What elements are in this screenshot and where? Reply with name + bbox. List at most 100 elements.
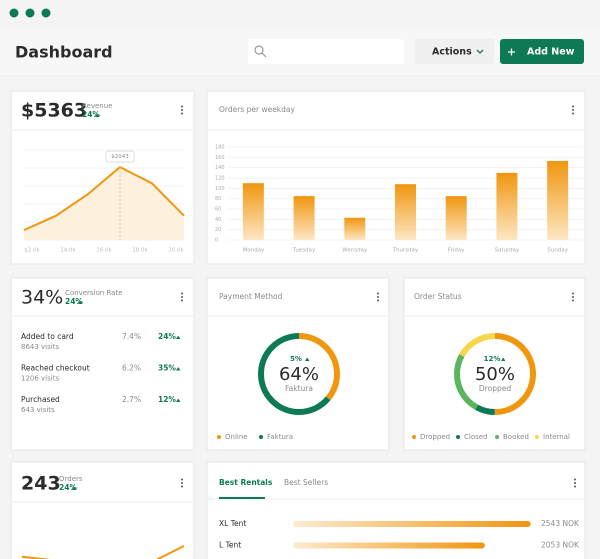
y-tick-label: 120 [215, 176, 225, 182]
x-tick-label: Thursday [392, 248, 419, 254]
up-arrow [501, 357, 506, 361]
item-name: L Tent [219, 541, 241, 550]
more-menu[interactable] [574, 478, 576, 481]
up-arrow [176, 335, 181, 339]
y-tick-label: 80 [215, 196, 221, 202]
y-tick-label: 160 [215, 155, 225, 161]
more-menu[interactable] [377, 299, 379, 302]
legend-dot [495, 435, 499, 439]
more-menu[interactable] [181, 482, 183, 484]
legend-dot [259, 435, 263, 439]
x-tick-label: 18.0k [132, 248, 148, 254]
y-tick-label: 180 [215, 145, 225, 151]
bar [496, 172, 518, 240]
row-visits: 1206 visits [21, 375, 59, 383]
up-arrow [176, 398, 181, 402]
card-title: Orders per weekday [219, 105, 296, 114]
payment-card [206, 277, 390, 451]
center-value: 50% [475, 364, 515, 385]
bar [445, 196, 467, 240]
row-change: 12% [158, 395, 176, 404]
bar [547, 160, 569, 240]
center-change: 12% [484, 355, 501, 363]
y-tick-label: 60 [215, 207, 221, 213]
tooltip [105, 150, 135, 163]
add-new-label: Add New [527, 47, 575, 58]
more-menu[interactable] [181, 478, 183, 481]
more-menu[interactable] [181, 105, 183, 108]
donut-segment [454, 333, 536, 415]
legend-label: Internal [543, 433, 570, 441]
y-tick-label: 100 [215, 186, 225, 192]
more-menu[interactable] [572, 109, 574, 111]
x-tick-label: 20.0k [168, 248, 184, 254]
up-arrow [176, 367, 181, 371]
bar [293, 196, 315, 240]
x-tick-label: Wensday [342, 248, 368, 254]
actions-button[interactable] [415, 39, 494, 64]
x-tick-label: Monday [242, 248, 264, 254]
more-menu[interactable] [572, 105, 574, 108]
more-menu[interactable] [181, 485, 183, 488]
bar-value: 2543 NOK [541, 519, 580, 528]
status-card [403, 277, 586, 451]
more-menu[interactable] [574, 482, 576, 484]
item-name: XL Tent [219, 519, 246, 528]
x-tick-label: Friday [448, 248, 465, 254]
center-label: Faktura [285, 384, 313, 393]
window-dot [9, 8, 19, 18]
kpi-change: 24% [59, 483, 77, 492]
legend-label: Closed [464, 433, 488, 441]
search-box[interactable] [248, 39, 404, 64]
more-menu[interactable] [377, 296, 379, 298]
donut-segment [258, 333, 340, 415]
more-menu[interactable] [181, 112, 183, 115]
bar [293, 521, 531, 527]
row-name: Reached checkout [21, 364, 90, 373]
kpi-label: Revenue [82, 102, 113, 110]
more-menu[interactable] [181, 109, 183, 111]
page-title: Dashboard [15, 43, 113, 62]
legend-label: Faktura [267, 433, 293, 441]
up-arrow [78, 300, 83, 304]
more-menu[interactable] [572, 296, 574, 298]
add-new-button[interactable] [500, 39, 584, 64]
tab[interactable]: Best Sellers [284, 478, 328, 487]
chevron [476, 49, 484, 54]
x-tick-label: Tuesday [292, 248, 316, 254]
row-change: 24% [158, 332, 176, 341]
bar [293, 542, 485, 549]
x-tick-label: Sunday [547, 248, 568, 254]
more-menu[interactable] [572, 299, 574, 302]
center-change: 5% [290, 355, 302, 363]
x-tick-label: $2.0k [24, 248, 40, 254]
more-menu[interactable] [181, 296, 183, 298]
area [24, 167, 184, 240]
row-rate: 7.4% [122, 332, 141, 341]
more-menu[interactable] [377, 292, 379, 295]
bar [344, 217, 366, 240]
y-tick-label: 0 [215, 238, 218, 244]
bar-value: 2053 NOK [541, 541, 580, 550]
more-menu[interactable] [572, 112, 574, 115]
kpi-label: Orders [59, 475, 83, 483]
row-change: 35% [158, 364, 176, 373]
window-bar [0, 0, 600, 28]
plus-icon [508, 48, 515, 56]
bar [395, 184, 416, 240]
tab-active[interactable]: Best Rentals [219, 478, 273, 487]
more-menu[interactable] [574, 485, 576, 488]
legend-label: Online [225, 433, 248, 441]
card-title: Payment Method [219, 292, 283, 301]
up-arrow [305, 357, 310, 361]
y-tick-label: 40 [215, 217, 221, 223]
more-menu[interactable] [181, 299, 183, 302]
window-dot [41, 8, 51, 18]
conversion-card [10, 277, 195, 451]
kpi-change: 24% [82, 110, 100, 119]
y-tick-label: 140 [215, 165, 225, 171]
actions-label: Actions [432, 47, 472, 58]
more-menu[interactable] [572, 292, 574, 295]
row-rate: 6.2% [122, 364, 141, 373]
more-menu[interactable] [181, 292, 183, 295]
